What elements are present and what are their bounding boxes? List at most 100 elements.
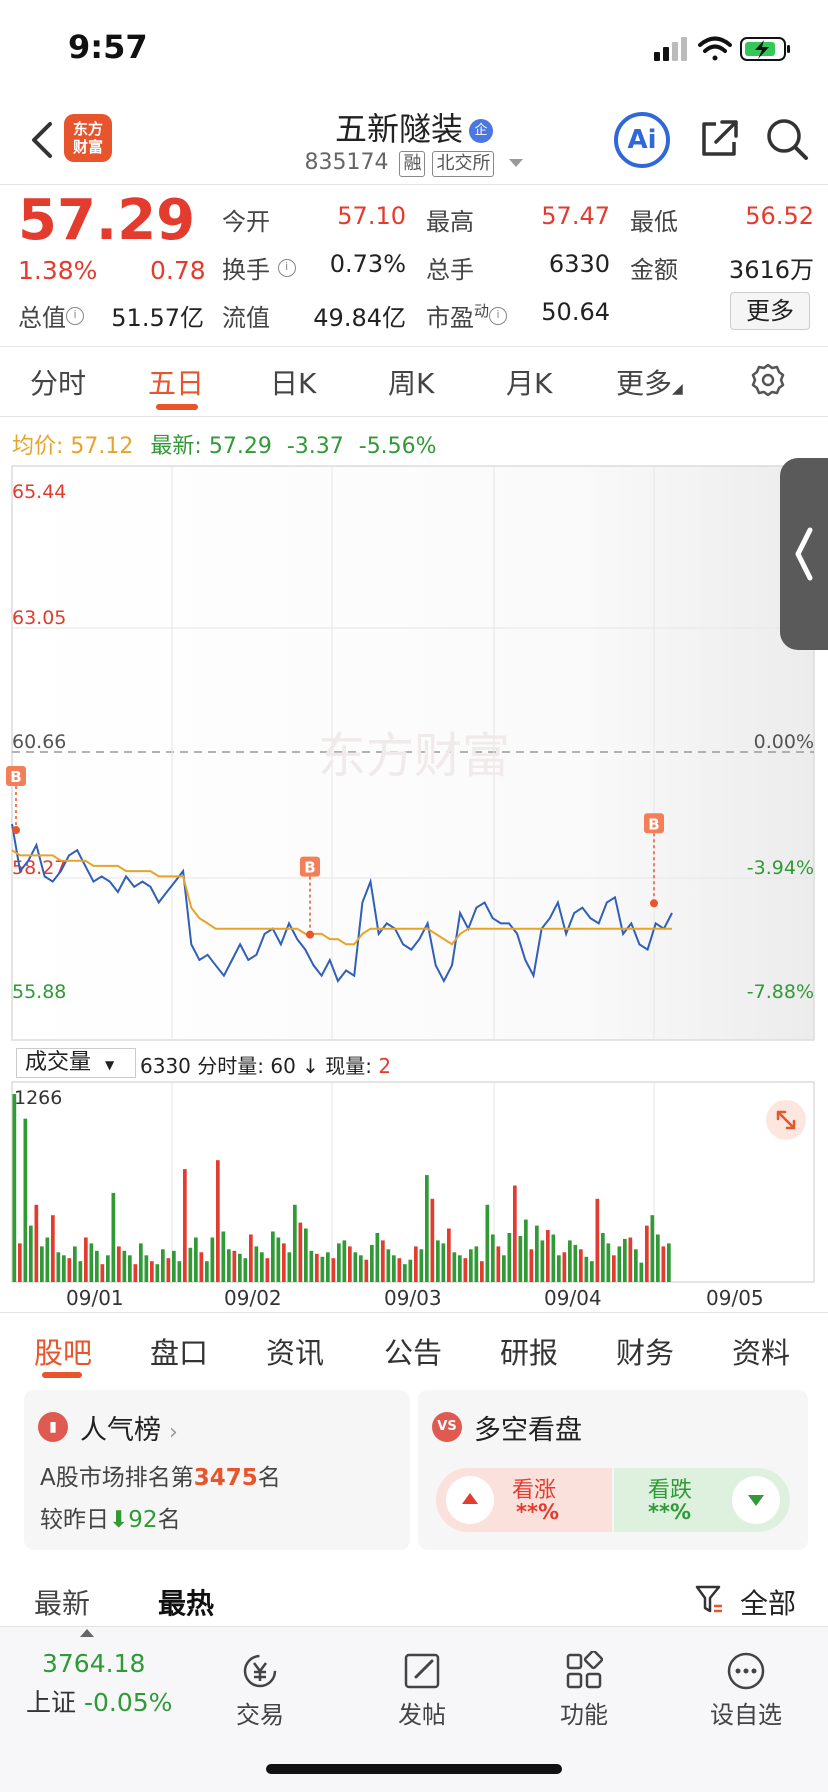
volume-bar — [309, 1250, 314, 1282]
bull-bear-card[interactable]: VS 多空看盘 看涨 **% 看跌 **% — [418, 1390, 808, 1550]
battery-icon — [740, 37, 790, 61]
stock-name[interactable]: 五新隧装企 — [0, 104, 828, 150]
volume-bar — [403, 1264, 407, 1282]
volume-bar — [348, 1246, 352, 1282]
tab-daily-k[interactable]: 日K — [270, 367, 317, 400]
volume-bar — [408, 1259, 413, 1282]
bearish-button[interactable]: 看跌 **% — [614, 1468, 790, 1532]
volume-now-label: 现量: — [325, 1054, 373, 1078]
volume-frame — [11, 1081, 815, 1283]
index-value[interactable]: 3764.18 — [42, 1649, 146, 1678]
back-icon[interactable] — [22, 118, 62, 162]
quote-label-low: 最低 — [630, 208, 678, 236]
quote-value-market-cap: 51.57亿 — [111, 304, 204, 332]
quote-label-market-cap[interactable]: 总值 i — [18, 298, 84, 333]
tab-five-day[interactable]: 五日 — [148, 367, 205, 400]
volume-bar — [491, 1234, 495, 1282]
stock-code-line[interactable]: 835174 融 北交所 — [0, 150, 828, 177]
tab-active-indicator — [156, 404, 198, 410]
quote-label-open: 今开 — [222, 208, 270, 236]
filter-icon[interactable] — [694, 1584, 724, 1616]
y-right-tick: -3.94% — [747, 857, 814, 879]
volume-bar — [276, 1237, 281, 1282]
tab-weekly-k[interactable]: 周K — [388, 367, 435, 400]
up-arrow-icon — [446, 1476, 494, 1524]
bullish-button[interactable]: 看涨 **% — [436, 1468, 612, 1532]
tab-pankou[interactable]: 盘口 — [150, 1336, 209, 1370]
y-right-tick: -7.88% — [747, 981, 814, 1003]
volume-bar — [524, 1219, 528, 1282]
quote-value-low: 56.52 — [745, 202, 814, 230]
volume-bar — [414, 1246, 418, 1282]
volume-bar — [161, 1249, 165, 1282]
buy-markers: B B B — [6, 766, 664, 939]
tab-latest[interactable]: 最新 — [34, 1587, 91, 1620]
y-left-ticks: 65.44 63.05 60.66 58.27 55.88 — [12, 481, 66, 1003]
volume-info: 6330 分时量: 60 ↓ 现量: 2 — [140, 1050, 391, 1079]
quote-label-high: 最高 — [426, 208, 474, 236]
chart-grid-vertical — [171, 466, 655, 1040]
volume-bar — [337, 1243, 341, 1282]
volume-bar — [364, 1259, 369, 1282]
nav-post[interactable]: 发帖 — [362, 1651, 482, 1730]
info-icon[interactable]: i — [66, 307, 84, 325]
buy-marker-label: B — [304, 859, 315, 877]
volume-bar — [293, 1204, 297, 1282]
ai-button[interactable]: Ai — [614, 112, 670, 168]
volume-max-label: 1266 — [14, 1087, 62, 1109]
popularity-title: 人气榜 › — [80, 1415, 178, 1446]
volume-bar — [249, 1234, 253, 1282]
buy-marker-badge — [6, 766, 26, 787]
volume-bar — [298, 1222, 303, 1282]
volume-bar — [133, 1264, 138, 1282]
tab-hottest[interactable]: 最热 — [158, 1587, 215, 1620]
filter-all[interactable]: 全部 — [740, 1587, 797, 1620]
volume-bar — [441, 1243, 446, 1282]
volume-bar — [397, 1258, 402, 1282]
popularity-card[interactable]: ▮ 人气榜 › A股市场排名第3475名 较昨日⬇92名 — [24, 1390, 410, 1550]
nav-functions[interactable]: 功能 — [524, 1651, 644, 1730]
tab-more[interactable]: 更多◢ — [616, 367, 683, 400]
tab-news[interactable]: 资讯 — [266, 1336, 325, 1370]
enterprise-badge: 企 — [469, 119, 493, 143]
share-icon[interactable] — [698, 118, 740, 160]
tab-research[interactable]: 研报 — [500, 1336, 559, 1370]
volume-chart[interactable]: 1266 — [0, 1080, 828, 1286]
tab-profile[interactable]: 资料 — [732, 1336, 791, 1370]
volume-bar — [590, 1261, 594, 1282]
tab-announcements[interactable]: 公告 — [384, 1336, 443, 1370]
side-panel-handle[interactable] — [780, 458, 828, 650]
indicator-select[interactable]: 成交量 ▼ — [16, 1048, 136, 1078]
volume-bar — [67, 1258, 72, 1282]
quote-label-pe[interactable]: 市盈动 i — [426, 298, 508, 333]
volume-bar — [12, 1094, 17, 1282]
info-icon[interactable]: i — [277, 259, 296, 277]
volume-bar — [89, 1243, 94, 1282]
exchange-tag: 北交所 — [432, 151, 495, 177]
volume-bar — [463, 1258, 468, 1282]
buy-marker-label: B — [10, 768, 21, 786]
quote-label-volume: 总手 — [426, 256, 474, 284]
index-line[interactable]: 上证 -0.05% — [26, 1683, 172, 1719]
nav-add-watchlist[interactable]: 设自选 — [686, 1651, 806, 1730]
more-quote-button[interactable]: 更多 — [730, 292, 810, 330]
signal-icon — [654, 37, 687, 61]
volume-bar — [507, 1233, 512, 1282]
tab-guba[interactable]: 股吧 — [34, 1336, 93, 1370]
tab-intraday[interactable]: 分时 — [30, 367, 87, 400]
tab-monthly-k[interactable]: 月K — [506, 367, 553, 400]
chart-grid-horizontal — [12, 627, 814, 879]
tab-finance[interactable]: 财务 — [616, 1336, 675, 1370]
gear-icon[interactable] — [750, 362, 786, 398]
volume-bar — [232, 1250, 237, 1282]
volume-bar — [238, 1253, 242, 1282]
search-icon[interactable] — [764, 116, 810, 162]
volume-bar — [45, 1237, 50, 1282]
status-icons — [654, 36, 790, 61]
nav-trade[interactable]: 交易 — [200, 1651, 320, 1730]
tab-active-indicator — [42, 1372, 82, 1378]
quote-label-turnover[interactable]: 换手 i — [222, 250, 296, 285]
date-label-0905: 09/05 — [706, 1286, 764, 1310]
info-icon[interactable]: i — [489, 307, 508, 325]
